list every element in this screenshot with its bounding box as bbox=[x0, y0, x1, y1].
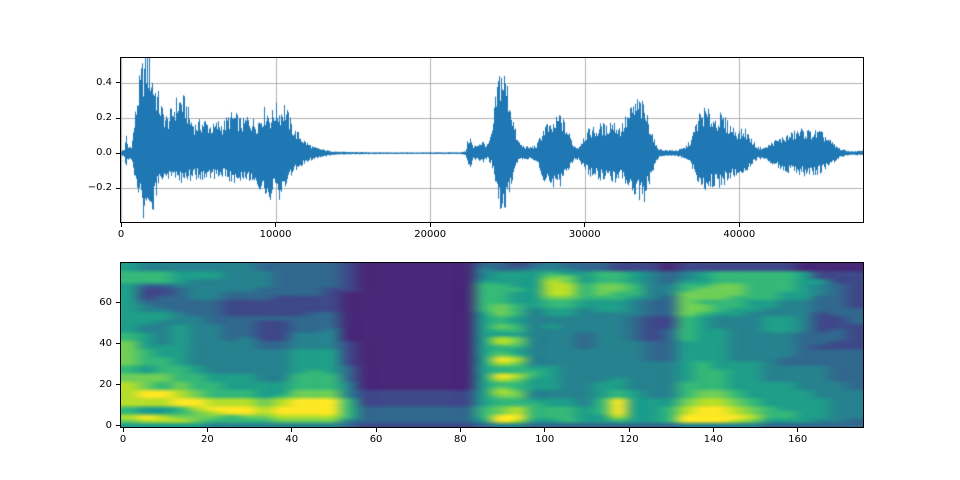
y-tick-label: 0.0 bbox=[96, 147, 112, 159]
y-tick-mark bbox=[116, 117, 120, 119]
x-tick-mark bbox=[797, 428, 799, 432]
x-tick-label: 0 bbox=[119, 434, 127, 445]
x-tick-label: 100 bbox=[535, 434, 555, 445]
x-tick-label: 30000 bbox=[568, 229, 601, 240]
y-tick-mark bbox=[116, 187, 120, 189]
x-tick-label: 80 bbox=[454, 434, 467, 445]
x-tick-label: 160 bbox=[788, 434, 808, 445]
y-tick-label: 0 bbox=[105, 419, 112, 431]
y-tick-label: 40 bbox=[99, 337, 112, 349]
x-tick-mark bbox=[459, 428, 461, 432]
x-tick-label: 120 bbox=[619, 434, 639, 445]
x-tick-label: 0 bbox=[117, 229, 125, 240]
x-tick-mark bbox=[628, 428, 630, 432]
x-tick-mark bbox=[291, 428, 293, 432]
x-tick-mark bbox=[544, 428, 546, 432]
y-tick-label: 0.2 bbox=[96, 112, 112, 124]
y-tick-mark bbox=[116, 343, 120, 345]
x-tick-mark bbox=[429, 223, 431, 227]
x-tick-label: 60 bbox=[369, 434, 383, 445]
x-tick-label: 40 bbox=[285, 434, 299, 445]
y-tick-mark bbox=[116, 384, 120, 386]
y-tick-label: 0.4 bbox=[96, 76, 112, 88]
waveform-plot-canvas bbox=[121, 58, 863, 222]
x-tick-label: 40000 bbox=[723, 229, 756, 240]
x-tick-label: 20 bbox=[201, 434, 214, 445]
spectrogram-axes bbox=[120, 262, 864, 428]
y-tick-mark bbox=[116, 82, 120, 84]
y-tick-mark bbox=[116, 425, 120, 427]
y-tick-mark bbox=[116, 302, 120, 304]
y-tick-label: 20 bbox=[99, 378, 112, 390]
spectrogram-image bbox=[121, 263, 863, 427]
x-tick-mark bbox=[584, 223, 586, 227]
x-tick-mark bbox=[712, 428, 714, 432]
x-tick-label: 140 bbox=[703, 434, 723, 445]
x-tick-mark bbox=[206, 428, 208, 432]
y-tick-label: 60 bbox=[99, 296, 112, 308]
y-tick-label: −0.2 bbox=[87, 182, 112, 194]
x-tick-mark bbox=[120, 223, 122, 227]
x-tick-mark bbox=[275, 223, 277, 227]
x-tick-label: 20000 bbox=[414, 229, 447, 240]
x-tick-mark bbox=[122, 428, 124, 432]
x-tick-mark bbox=[375, 428, 377, 432]
waveform-axes bbox=[120, 57, 864, 223]
y-tick-mark bbox=[116, 152, 120, 154]
x-tick-label: 10000 bbox=[259, 229, 292, 240]
x-tick-mark bbox=[738, 223, 740, 227]
